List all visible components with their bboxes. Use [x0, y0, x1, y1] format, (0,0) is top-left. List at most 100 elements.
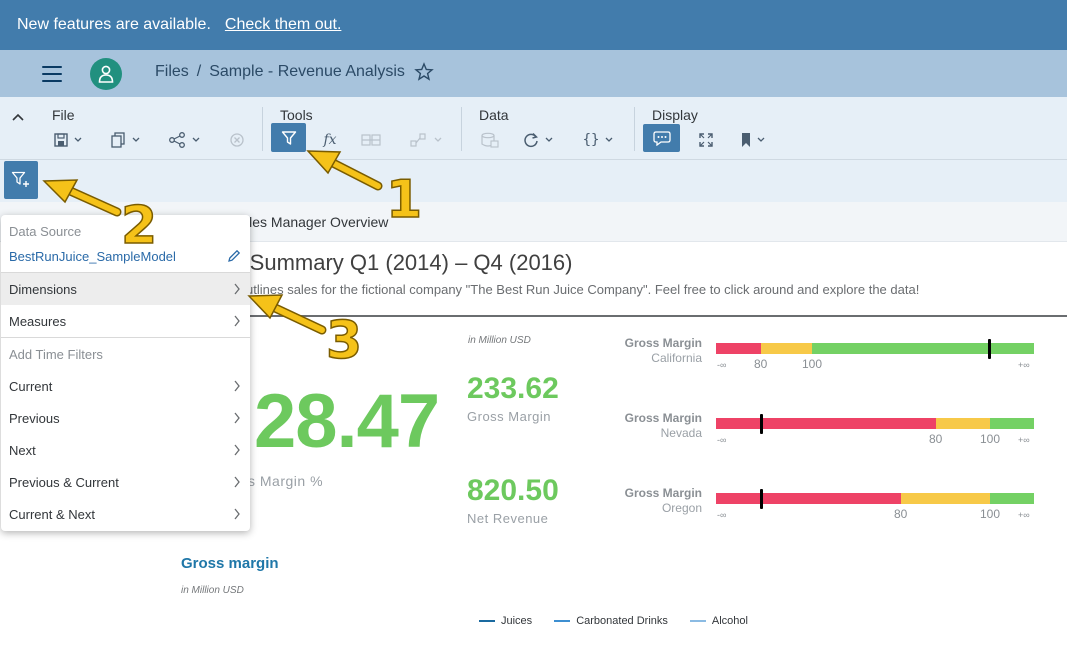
cancel-icon — [226, 127, 248, 153]
star-icon[interactable] — [414, 62, 434, 87]
legend-swatch — [479, 620, 495, 622]
display-group-title: Display — [652, 107, 698, 123]
bullet-measure: Gross Margin — [624, 486, 702, 500]
menu-item-next[interactable]: Next — [1, 434, 250, 466]
comment-button[interactable] — [643, 124, 680, 152]
tick-max: +∞ — [1018, 360, 1030, 370]
menu-item-label: Dimensions — [9, 281, 77, 297]
menu-item-label: Previous — [9, 410, 60, 426]
bullet-bar-nevada[interactable] — [716, 418, 1034, 429]
data-group: Data {} — [470, 97, 635, 160]
menu-item-dimensions[interactable]: Dimensions — [1, 273, 250, 305]
legend-swatch — [689, 620, 706, 622]
bullet-label-california: Gross Margin California — [597, 336, 702, 366]
kpi-gross-margin-label: Gross Margin — [467, 409, 552, 424]
chevron-up-icon[interactable] — [12, 109, 24, 127]
menu-header-data-source: Data Source — [9, 224, 82, 239]
annotation-number-2: 2 — [120, 195, 158, 257]
breadcrumb-page: Sample - Revenue Analysis — [209, 63, 405, 80]
menu-item-current[interactable]: Current — [1, 370, 250, 402]
add-filter-button[interactable] — [4, 161, 38, 199]
annotation-number-3: 3 — [325, 310, 363, 372]
gross-margin-chart-title: Gross margin — [181, 555, 279, 572]
variables-button[interactable]: {} — [580, 127, 620, 153]
share-button[interactable] — [168, 127, 204, 153]
bookmark-button[interactable] — [737, 127, 771, 153]
breadcrumb-separator: / — [196, 63, 202, 80]
edit-icon[interactable] — [227, 249, 241, 263]
tick-min: -∞ — [717, 435, 727, 445]
story-subtitle: utlines sales for the fictional company … — [246, 282, 920, 297]
tick-min: -∞ — [717, 510, 727, 520]
chevron-right-icon — [234, 444, 240, 456]
menu-item-previous-current[interactable]: Previous & Current — [1, 466, 250, 498]
display-group: Display — [643, 97, 803, 160]
legend-item-alcohol[interactable]: Alcohol — [689, 615, 748, 627]
chevron-right-icon — [234, 412, 240, 424]
menu-item-label: Next — [9, 442, 36, 458]
fullscreen-icon[interactable] — [695, 127, 717, 153]
tick-100: 100 — [980, 432, 1001, 446]
banner-link[interactable]: Check them out. — [224, 16, 342, 33]
bullet-marker-california — [988, 339, 992, 359]
annotation-arrow-3 — [247, 294, 327, 335]
menu-item-measures[interactable]: Measures — [1, 305, 250, 337]
refresh-button[interactable] — [522, 127, 558, 153]
file-group-title: File — [52, 107, 75, 123]
bullet-region: California — [651, 351, 702, 365]
toolbar-divider — [634, 107, 635, 151]
chevron-right-icon — [234, 315, 240, 327]
save-button[interactable] — [52, 127, 86, 153]
avatar[interactable] — [90, 58, 122, 90]
bullet-marker-nevada — [759, 414, 763, 434]
tick-80: 80 — [894, 507, 908, 521]
data-group-title: Data — [479, 107, 509, 123]
banner-message: New features are available. — [17, 16, 211, 33]
unit-label: in Million USD — [468, 335, 531, 346]
copy-button[interactable] — [110, 127, 144, 153]
chevron-right-icon — [234, 380, 240, 392]
toolbar: File Tools fx Data — [0, 97, 1067, 160]
annotation-number-1: 1 — [385, 169, 423, 231]
menu-item-current-next[interactable]: Current & Next — [1, 498, 250, 530]
data-source-icon — [478, 127, 502, 153]
divider — [246, 315, 1067, 317]
chevron-right-icon — [234, 283, 240, 295]
bullet-measure: Gross Margin — [624, 411, 702, 425]
bullet-bar-oregon[interactable] — [716, 493, 1034, 504]
story-title: e: Summary Q1 (2014) – Q4 (2016) — [224, 250, 572, 276]
legend-item-carbonated-drinks[interactable]: Carbonated Drinks — [554, 615, 668, 627]
kpi-gross-margin-value[interactable]: 233.62 — [467, 372, 559, 405]
file-group: File — [52, 97, 262, 160]
legend-item-juices[interactable]: Juices — [479, 615, 532, 627]
bullet-label-oregon: Gross Margin Oregon — [597, 486, 702, 516]
toolbar-divider — [262, 107, 263, 151]
chevron-right-icon — [234, 476, 240, 488]
bullet-measure: Gross Margin — [624, 336, 702, 350]
gross-margin-percent-value[interactable]: 28.47 — [254, 379, 440, 464]
toolbar-divider — [461, 107, 462, 151]
menu-icon[interactable] — [42, 66, 62, 82]
breadcrumb: Files / Sample - Revenue Analysis — [155, 63, 405, 81]
tick-80: 80 — [929, 432, 943, 446]
bullet-bar-california[interactable] — [716, 343, 1034, 354]
tab-sales-manager-overview[interactable]: Sales Manager Overview — [232, 214, 389, 230]
bullet-region: Nevada — [660, 426, 702, 440]
breadcrumb-files[interactable]: Files — [155, 63, 189, 80]
filter-bar — [0, 160, 1067, 202]
menu-header-time-filters: Add Time Filters — [9, 346, 103, 362]
menu-data-source[interactable]: BestRunJuice_SampleModel — [1, 240, 250, 272]
formula-icon[interactable]: fx — [323, 132, 337, 148]
filter-button[interactable] — [271, 123, 306, 152]
gross-margin-chart-unit: in Million USD — [181, 585, 244, 596]
tick-max: +∞ — [1018, 435, 1030, 445]
kpi-net-revenue-label: Net Revenue — [467, 511, 549, 526]
menu-item-label: Current — [9, 378, 53, 394]
menu-item-previous[interactable]: Previous — [1, 402, 250, 434]
gross-margin-percent-label: s Margin % — [248, 473, 324, 489]
menu-divider — [1, 337, 250, 338]
kpi-net-revenue-value[interactable]: 820.50 — [467, 474, 559, 507]
menu-divider — [1, 272, 250, 273]
tick-80: 80 — [754, 357, 768, 371]
add-filter-menu: Data Source BestRunJuice_SampleModel Dim… — [1, 215, 250, 531]
